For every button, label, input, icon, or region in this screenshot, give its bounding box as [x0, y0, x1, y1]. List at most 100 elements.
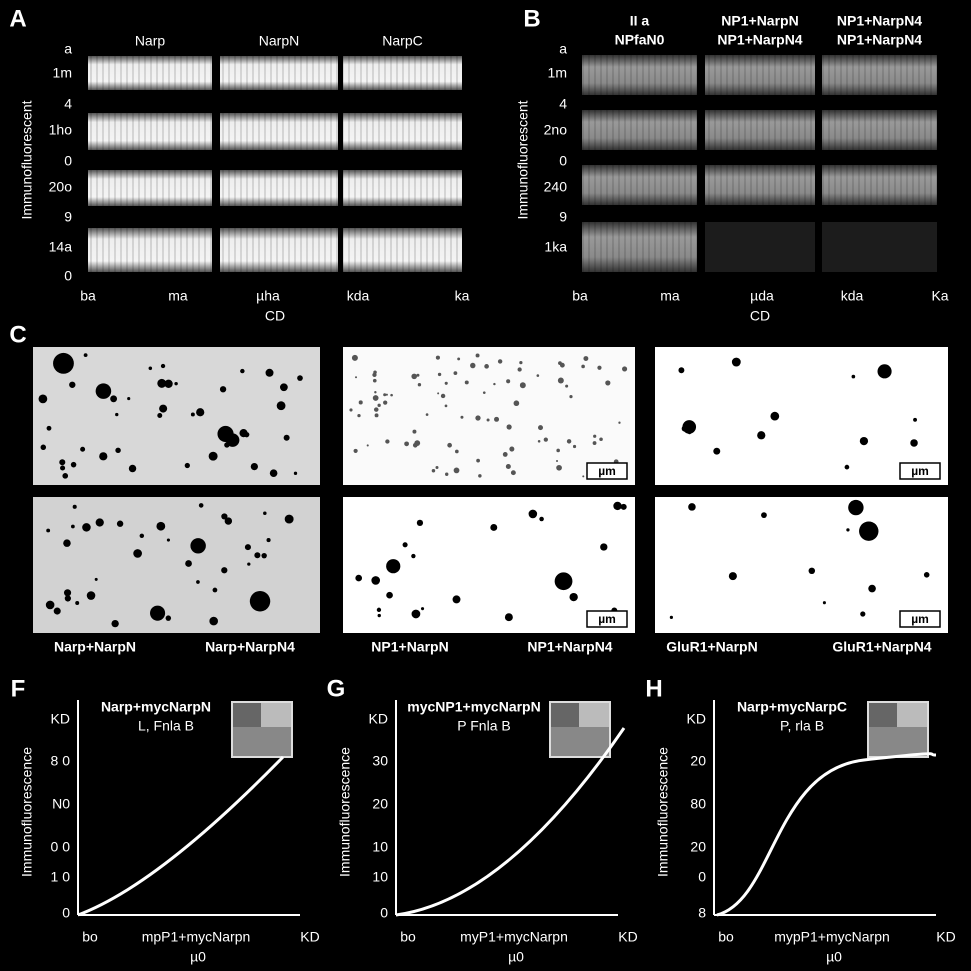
- particle: [184, 462, 190, 469]
- particle: [923, 572, 930, 578]
- band-texture: [88, 228, 212, 272]
- panel-label: G: [327, 675, 346, 702]
- particle: [447, 442, 452, 448]
- particle: [263, 511, 267, 515]
- particle: [64, 595, 71, 602]
- particle: [116, 520, 124, 527]
- particle: [539, 516, 544, 522]
- y-label: KD: [369, 711, 388, 727]
- particle: [543, 437, 548, 442]
- band-texture: [705, 165, 815, 205]
- particle: [618, 421, 621, 424]
- band-texture: [88, 113, 212, 150]
- band-texture: [582, 165, 697, 205]
- particle: [583, 356, 589, 361]
- x-label: mpP1+mycNarpn: [142, 929, 251, 945]
- particle: [493, 382, 496, 386]
- particle: [868, 584, 876, 593]
- particle: [582, 475, 585, 478]
- particle: [444, 381, 448, 385]
- particle: [239, 429, 248, 438]
- particle: [115, 412, 119, 417]
- particle: [416, 519, 424, 526]
- particle: [445, 472, 449, 476]
- particle: [280, 383, 288, 392]
- particle: [377, 403, 381, 407]
- particle: [293, 471, 298, 475]
- band-texture: [88, 170, 212, 206]
- panel-label: H: [645, 675, 662, 702]
- particle: [198, 503, 204, 508]
- blot-band: [822, 222, 937, 272]
- particle: [600, 543, 608, 551]
- particle: [440, 393, 446, 399]
- particle: [502, 452, 508, 457]
- column-header: NP1+NarpN: [721, 13, 798, 29]
- caption: Narp+NarpN4: [205, 639, 295, 655]
- y-title: Immunofluorescence: [19, 747, 35, 877]
- x-title: µ0: [508, 949, 524, 965]
- particle: [597, 365, 602, 370]
- particle: [416, 373, 420, 377]
- curve: [395, 727, 626, 917]
- micrograph: [33, 497, 320, 633]
- particle: [139, 533, 145, 539]
- particle: [565, 384, 569, 388]
- particle: [38, 394, 48, 404]
- particle: [255, 593, 261, 600]
- particle: [374, 391, 377, 394]
- particle: [385, 393, 388, 396]
- particle: [371, 576, 381, 585]
- caption: NP1+NarpN: [371, 639, 448, 655]
- particle: [411, 553, 416, 559]
- particle: [372, 378, 377, 383]
- particle: [622, 366, 628, 372]
- x-label: KD: [300, 929, 319, 945]
- particle: [572, 444, 577, 449]
- particle: [284, 514, 294, 524]
- plot-subtitle: P, rla B: [780, 718, 824, 734]
- panel-label: F: [11, 675, 26, 702]
- particle: [221, 513, 228, 520]
- y-label: 20o: [49, 179, 73, 195]
- particle: [761, 512, 767, 519]
- particle: [244, 544, 251, 551]
- particle: [269, 469, 278, 477]
- x-label: ka: [455, 288, 470, 304]
- caption: NP1+NarpN4: [527, 639, 612, 655]
- particle: [431, 469, 436, 473]
- y-label: 0 0: [51, 839, 71, 855]
- particle: [148, 366, 153, 371]
- y-label: 0: [64, 153, 72, 169]
- particle: [528, 509, 538, 519]
- particle: [681, 425, 688, 432]
- y-label: 20: [690, 753, 706, 769]
- particle: [728, 572, 737, 581]
- particle: [377, 613, 381, 618]
- particle: [156, 521, 166, 531]
- x-title: µ0: [190, 949, 206, 965]
- x-label: kda: [347, 288, 370, 304]
- band-texture: [582, 222, 697, 272]
- x-label: ba: [80, 288, 96, 304]
- particle: [221, 567, 228, 574]
- particle: [593, 434, 597, 438]
- plot-subtitle: L, Fnla B: [138, 718, 194, 734]
- particle: [349, 408, 353, 412]
- particle: [460, 415, 464, 419]
- y-label: 1m: [548, 65, 567, 81]
- particle: [71, 524, 75, 529]
- panel-label: B: [523, 5, 540, 32]
- y-label: 4: [64, 96, 72, 112]
- particle: [60, 465, 66, 471]
- particle: [353, 448, 358, 454]
- particle: [569, 395, 573, 399]
- particle: [505, 463, 511, 469]
- particle: [490, 523, 498, 531]
- particle: [519, 361, 523, 365]
- particle: [482, 391, 486, 394]
- particle: [566, 439, 572, 444]
- y-label: 14a: [49, 239, 73, 255]
- particle: [374, 413, 379, 418]
- particle: [111, 619, 119, 628]
